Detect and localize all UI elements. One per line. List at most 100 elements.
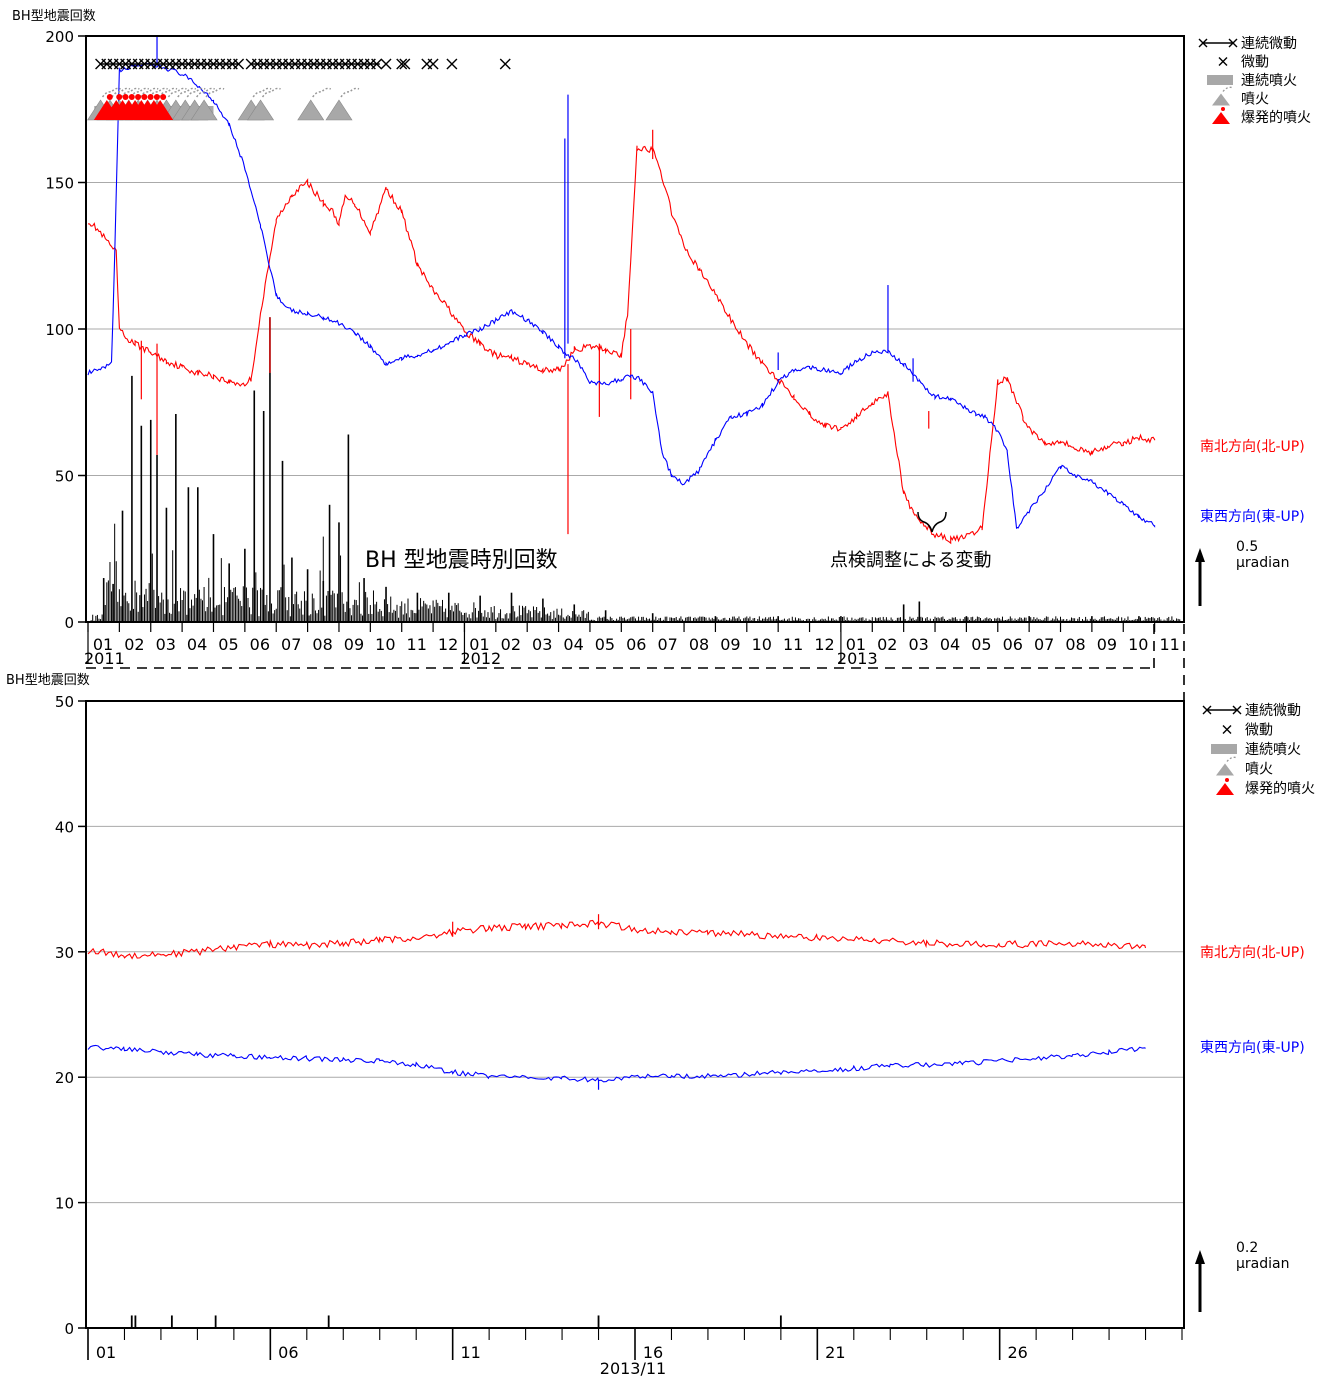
x-tick-label: 04 bbox=[940, 635, 960, 654]
x-tick-label: 03 bbox=[156, 635, 176, 654]
explosive-ejecta-icon bbox=[116, 94, 123, 100]
bottom-y-title: BH型地震回数 bbox=[6, 673, 90, 688]
explosive-ejecta-icon bbox=[122, 94, 129, 100]
legend-label: 連続微動 bbox=[1241, 35, 1297, 52]
y-tick-label: 0 bbox=[64, 1320, 74, 1338]
eruption-volcano-icon bbox=[325, 99, 353, 121]
x-tick-label: 10 bbox=[375, 635, 395, 654]
x-tick-label: 07 bbox=[281, 635, 301, 654]
x-tick-label: 11 bbox=[783, 635, 803, 654]
series-line bbox=[87, 1044, 1146, 1083]
eruption-plume-icon bbox=[340, 87, 360, 98]
scale-value: 0.2 bbox=[1236, 1240, 1258, 1256]
legend-label: 微動 bbox=[1241, 55, 1269, 71]
series-label: 南北方向(北-UP) bbox=[1200, 439, 1305, 455]
top-event-markers bbox=[86, 58, 511, 121]
eruption-plume-icon bbox=[312, 87, 332, 98]
x-tick-label: 02 bbox=[124, 635, 144, 654]
legend-label: 連続噴火 bbox=[1245, 741, 1301, 758]
x-tick-label: 09 bbox=[720, 635, 740, 654]
x-tick-label: 08 bbox=[689, 635, 709, 654]
legend-label: 連続噴火 bbox=[1241, 72, 1297, 89]
x-tick-label: 11 bbox=[460, 1343, 480, 1362]
explosive-ejecta-icon bbox=[106, 94, 113, 100]
date-label: 2013/11 bbox=[600, 1359, 666, 1378]
eruption-volcano-icon bbox=[246, 99, 275, 121]
year-label: 2011 bbox=[84, 649, 125, 668]
series-line bbox=[87, 62, 1156, 529]
explosive-ejecta-icon bbox=[141, 94, 148, 100]
x-icon bbox=[1222, 725, 1232, 734]
explosive-ejecta-icon bbox=[153, 94, 160, 100]
x-tick-label: 10 bbox=[752, 635, 772, 654]
y-tick-label: 0 bbox=[64, 614, 74, 632]
y-tick-label: 50 bbox=[55, 468, 74, 486]
x-tick-label: 02 bbox=[501, 635, 521, 654]
tremor-x-icon bbox=[371, 58, 383, 70]
x-tick-label: 05 bbox=[595, 635, 615, 654]
legend-label: 噴火 bbox=[1241, 92, 1269, 108]
x-tick-label: 01 bbox=[469, 635, 489, 654]
top-plot-frame bbox=[85, 35, 1185, 623]
scale-arrow-icon bbox=[1195, 1250, 1205, 1264]
gray-volcano-icon bbox=[1216, 763, 1234, 776]
x-tick-label: 04 bbox=[187, 635, 207, 654]
series-line bbox=[87, 919, 1147, 960]
x-tick-label: 01 bbox=[93, 635, 113, 654]
x-line-x-icon bbox=[1202, 705, 1212, 715]
x-tick-label: 06 bbox=[626, 635, 646, 654]
x-tick-label: 09 bbox=[344, 635, 364, 654]
x-tick-label: 05 bbox=[218, 635, 238, 654]
x-tick-label: 02 bbox=[877, 635, 897, 654]
tremor-x-icon bbox=[399, 58, 411, 70]
bottom-y-ticks: 0 10 20 30 40 50 bbox=[55, 693, 86, 1338]
legend-label: 噴火 bbox=[1245, 762, 1273, 778]
x-tick-label: 12 bbox=[814, 635, 834, 654]
plume-icon bbox=[1222, 86, 1233, 92]
y-tick-label: 150 bbox=[45, 175, 74, 193]
tremor-x-icon bbox=[499, 58, 511, 70]
x-tick-label: 11 bbox=[407, 635, 427, 654]
scale-unit: μradian bbox=[1236, 555, 1289, 571]
bottom-series-labels: 南北方向(北-UP) 東西方向(東-UP) bbox=[1200, 945, 1305, 1056]
x-icon bbox=[1218, 57, 1228, 66]
histogram-annotation: BH 型地震時別回数 bbox=[365, 548, 558, 573]
bottom-histogram bbox=[130, 1315, 782, 1328]
legend-label: 微動 bbox=[1245, 723, 1273, 739]
x-tick-label: 03 bbox=[532, 635, 552, 654]
series-label: 東西方向(東-UP) bbox=[1200, 1040, 1305, 1056]
x-line-x-icon bbox=[1228, 38, 1238, 48]
x-tick-label: 06 bbox=[1003, 635, 1023, 654]
top-histogram bbox=[90, 317, 1182, 622]
x-line-x-icon bbox=[1232, 705, 1242, 715]
x-tick-label: 12 bbox=[438, 635, 458, 654]
bottom-grid bbox=[86, 825, 1184, 1204]
red-volcano-icon bbox=[1216, 783, 1234, 795]
scale-unit: μradian bbox=[1236, 1256, 1289, 1272]
y-tick-label: 40 bbox=[55, 818, 74, 836]
eruption-plume-icon bbox=[261, 87, 281, 98]
x-tick-label: 05 bbox=[971, 635, 991, 654]
explosive-eruption-icon bbox=[147, 100, 174, 120]
legend-label: 爆発的噴火 bbox=[1245, 781, 1315, 797]
eruption-volcano-icon bbox=[297, 99, 325, 121]
explosive-ejecta-icon bbox=[135, 94, 142, 100]
plume-icon bbox=[1226, 756, 1237, 762]
tremor-x-icon bbox=[233, 58, 245, 70]
x-line-x-icon bbox=[1198, 38, 1208, 48]
year-label: 2013 bbox=[837, 649, 878, 668]
x-tick-label: 07 bbox=[1034, 635, 1054, 654]
x-tick-label: 10 bbox=[1128, 635, 1148, 654]
y-tick-label: 50 bbox=[55, 693, 74, 711]
bottom-series-lines bbox=[87, 914, 1147, 1090]
eruption-plume-icon bbox=[186, 87, 206, 98]
y-tick-label: 200 bbox=[45, 28, 74, 46]
explosive-ejecta-icon bbox=[147, 94, 154, 100]
x-tick-label: 04 bbox=[563, 635, 583, 654]
